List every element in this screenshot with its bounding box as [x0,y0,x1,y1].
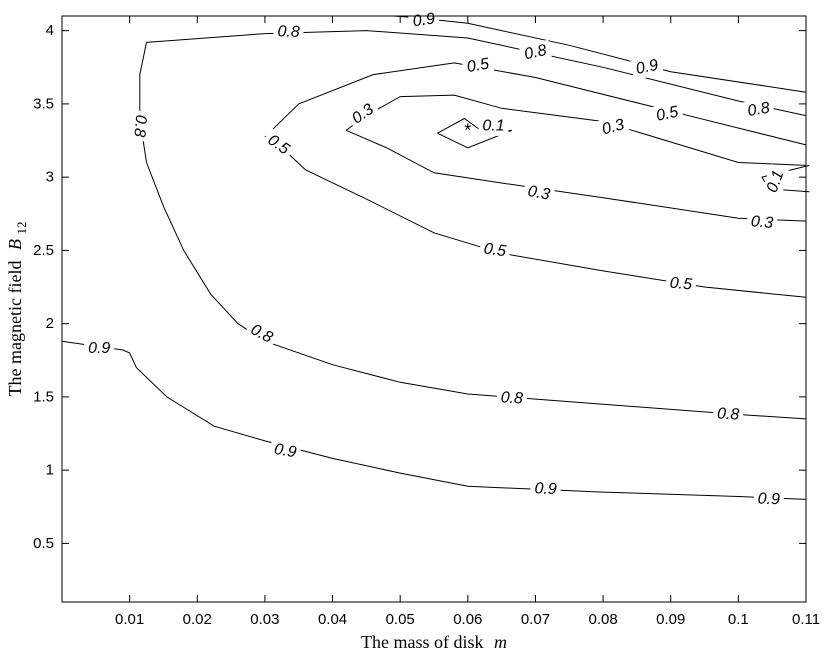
x-tick-label: 0.03 [250,611,279,628]
y-axis-variable: B [5,239,25,250]
y-axis-subscript: 12 [14,222,29,235]
contour-line-0.3 [345,94,807,166]
contour-label-group: 0.8 [712,403,744,426]
y-tick-label: 4 [46,22,54,39]
axis-ticks: 0.01 0.02 0.03 0.04 0.05 0.06 0.07 0.08 0.09 0.1 0… [33,16,820,628]
contour-label-group: 0.8 [742,97,776,123]
contour-label: 0.1 [764,168,788,195]
contour-label: 0.9 [634,57,659,78]
contour-label: 0.5 [655,104,680,125]
contour-label: 0.9 [534,480,557,498]
contour-label: 0.9 [88,340,110,357]
contour-label: 0.3 [750,213,774,232]
contour-label: 0.3 [526,183,551,204]
x-tick-label: 0.1 [728,611,749,628]
contour-label-group: 0.9 [84,338,115,359]
contour-label-group: 0.5 [461,53,495,79]
contour-line-0.5 [264,135,807,298]
contour-label-group: 0.8 [273,21,304,43]
contour-line-0.9 [61,340,807,500]
optimum-marker: * [464,120,471,140]
contour-label-group: 0.9 [268,438,302,464]
contour-label: 0.1 [482,117,504,134]
contour-label: 0.8 [130,114,149,138]
contour-label: 0.9 [757,491,780,509]
x-axis-variable: m [494,632,507,652]
x-tick-label: 0.09 [656,611,685,628]
contour-label: 0.3 [600,116,626,138]
y-tick-label: 0.5 [33,535,54,552]
contour-label: 0.8 [500,389,523,407]
contour-label-group: 0.5 [665,272,697,296]
y-tick-label: 3 [46,169,54,186]
contour-label: 0.8 [717,405,740,423]
contour-label: 0.8 [746,99,771,120]
contour-label: 0.9 [273,441,298,462]
contour-label-group: 0.8 [243,318,280,350]
x-tick-label: 0.05 [386,611,415,628]
y-axis-title: The magnetic field B 12 [5,222,29,397]
contour-label-group: 0.9 [630,54,664,81]
x-tick-label: 0.08 [588,611,617,628]
contour-labels: 0.9 0.9 0.9 0.9 0.8 0.8 0.8 0.8 0.8 0.8 0.8 0.9 0.9 0… [84,8,791,510]
contour-line-0.8 [146,30,807,117]
contour-label: 0.5 [466,55,491,76]
x-tick-label: 0.06 [453,611,482,628]
contour-label-group: 0.5 [650,101,685,128]
contour-label-group: 0.8 [518,39,553,66]
x-tick-label: 0.04 [318,611,347,628]
contour-label: 0.5 [669,275,693,294]
y-tick-label: 2 [46,315,54,332]
contour-label-group: 0.3 [522,180,556,206]
contour-label-group: 0.5 [478,238,512,263]
contour-lines [61,15,810,500]
y-tick-label: 3.5 [33,95,54,112]
x-tick-label: 0.11 [792,611,820,628]
contour-label: 0.5 [483,240,507,260]
y-axis-title-text: The magnetic field [5,261,25,397]
contour-label-group: 0.1 [478,115,509,136]
y-tick-label: 2.5 [33,242,54,259]
contour-line-0.9 [393,15,807,93]
contour-label-group: 0.9 [407,8,441,33]
x-tick-label: 0.02 [183,611,212,628]
y-tick-label: 1 [46,462,54,479]
contour-label-group: 0.3 [596,113,631,141]
x-tick-label: 0.01 [115,611,144,628]
contour-label-group: 0.9 [530,478,561,500]
contour-label-group: 0.9 [753,488,785,510]
contour-label: 0.9 [412,10,436,30]
x-tick-label: 0.07 [521,611,550,628]
x-axis-title: The mass of disk m [361,632,507,652]
contour-label-group: 0.1 [761,163,791,200]
contour-line-0.3 [345,129,807,222]
y-tick-label: 1.5 [33,388,54,405]
plot-frame [61,15,807,603]
contour-label-group: 0.3 [344,97,382,131]
contour-label-group: 0.3 [746,211,778,234]
contour-label-group: 0.8 [496,387,528,410]
x-axis-title-text: The mass of disk [361,632,483,652]
contour-label: 0.8 [277,23,300,41]
contour-label-group: 0.8 [128,110,152,142]
contour-label: 0.8 [523,42,548,63]
contour-line-0.8 [139,42,807,420]
